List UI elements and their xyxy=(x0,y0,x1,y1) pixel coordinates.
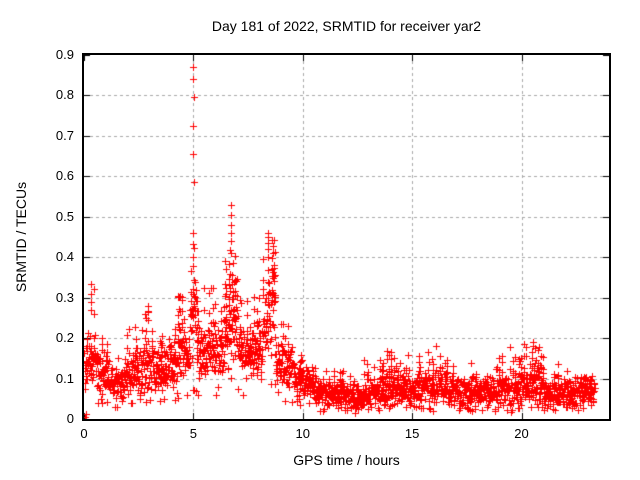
chart-title: Day 181 of 2022, SRMTID for receiver yar… xyxy=(211,18,482,34)
y-tick-label: 0.3 xyxy=(55,289,74,305)
y-tick-label: 0.6 xyxy=(55,168,74,184)
y-tick-label: 0.9 xyxy=(55,47,74,62)
x-tick-label: 20 xyxy=(514,426,529,441)
x-tick-label: 0 xyxy=(80,426,88,441)
y-tick-label: 0.1 xyxy=(55,370,74,386)
x-tick-label: 5 xyxy=(189,426,197,441)
y-tick-label: 0.7 xyxy=(55,127,74,143)
y-tick-label: 0.4 xyxy=(55,249,74,265)
y-axis-title: SRMTID / TECUs xyxy=(13,181,29,293)
y-tick-label: 0.2 xyxy=(55,330,74,346)
x-axis-title: GPS time / hours xyxy=(293,452,400,468)
plot-area xyxy=(82,53,611,421)
y-tick-label: 0.8 xyxy=(55,87,74,103)
x-tick-label: 10 xyxy=(295,426,310,441)
y-tick-label: 0.5 xyxy=(55,208,74,224)
x-tick-label: 15 xyxy=(404,426,420,441)
y-tick-label: 0 xyxy=(66,411,74,426)
scatter-canvas xyxy=(84,55,609,419)
